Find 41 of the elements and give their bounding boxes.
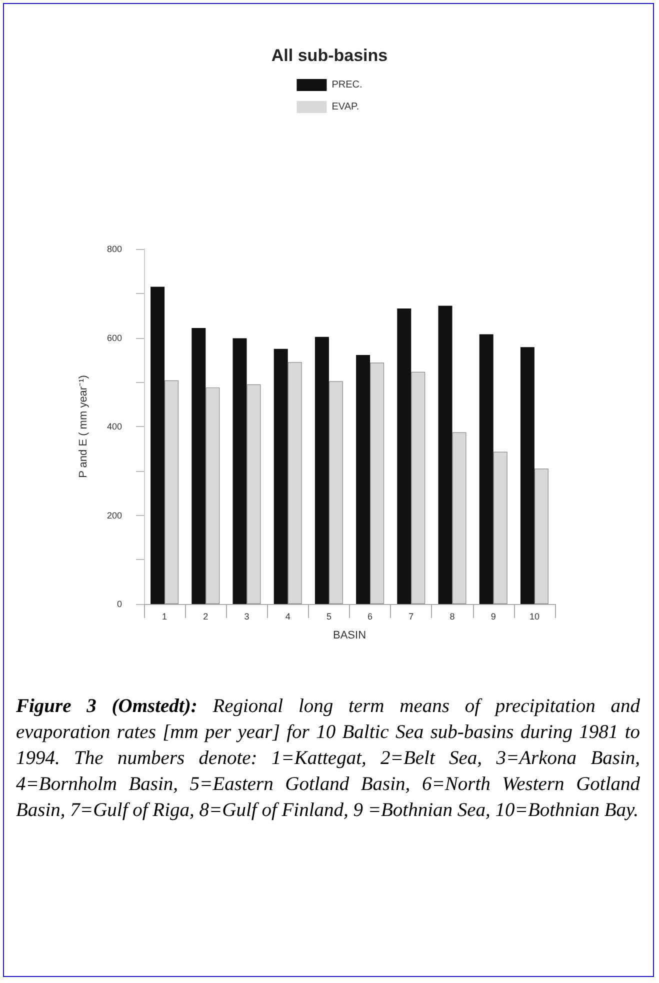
x-tick-label: 6: [368, 612, 373, 622]
x-tick-label: 1: [162, 612, 168, 622]
bar: [314, 336, 329, 604]
y-tick-label: 0: [116, 599, 122, 609]
bar: [274, 348, 288, 604]
x-tick-label: 2: [203, 612, 208, 622]
y-tick-label: 600: [106, 332, 122, 343]
legend-label: PREC.: [332, 80, 362, 90]
bar: [438, 306, 452, 604]
bar: [493, 452, 508, 604]
x-tick-label: 3: [244, 612, 250, 622]
caption: Figure 3 (Omstedt): Regional long term means of precipitation and evaporation rates [mm per year] for 10 Baltic Sea sub-basins during 1981 to 1994. The numbers denote: 1=Kattegat, 2=Belt Sea, 3=Arkona Basin, 4=Bornholm Basin, 5=Eastern Gotland Basin, 6=North Western Gotland Basin, 7=Gulf of Riga, 8=Gulf of Finland, 9 =Bothnian Sea, 10=Bothnian Bay.: [16, 695, 640, 823]
bar: [328, 381, 343, 604]
bar: [246, 384, 261, 604]
x-tick-label: 9: [490, 612, 496, 622]
y-tick-label: 400: [106, 422, 122, 432]
bar: [150, 286, 165, 604]
bar: [411, 372, 426, 604]
x-tick-label: 8: [450, 612, 455, 622]
y-axis-title: P and E ( mm year⁻¹): [78, 375, 90, 478]
x-axis-title: BASIN: [332, 630, 366, 642]
x-tick-label: 10: [529, 612, 540, 622]
y-tick-label: 200: [106, 510, 122, 520]
bar: [206, 387, 220, 604]
x-tick-label: 5: [326, 612, 332, 622]
bar: [520, 347, 534, 604]
bar: [479, 334, 494, 604]
bar: [452, 432, 466, 604]
x-tick-label: 4: [285, 612, 290, 622]
bar: [534, 468, 548, 604]
bar: [356, 355, 370, 604]
bar: [164, 380, 179, 604]
legend-label: EVAP.: [332, 102, 360, 112]
bar: [370, 362, 384, 604]
bar: [192, 328, 206, 604]
bar: [288, 362, 302, 604]
chart-title: All sub-basins: [271, 46, 388, 65]
bar: [232, 338, 247, 604]
y-tick-label: 800: [106, 244, 122, 254]
x-tick-label: 7: [408, 612, 414, 622]
bar: [397, 308, 412, 604]
